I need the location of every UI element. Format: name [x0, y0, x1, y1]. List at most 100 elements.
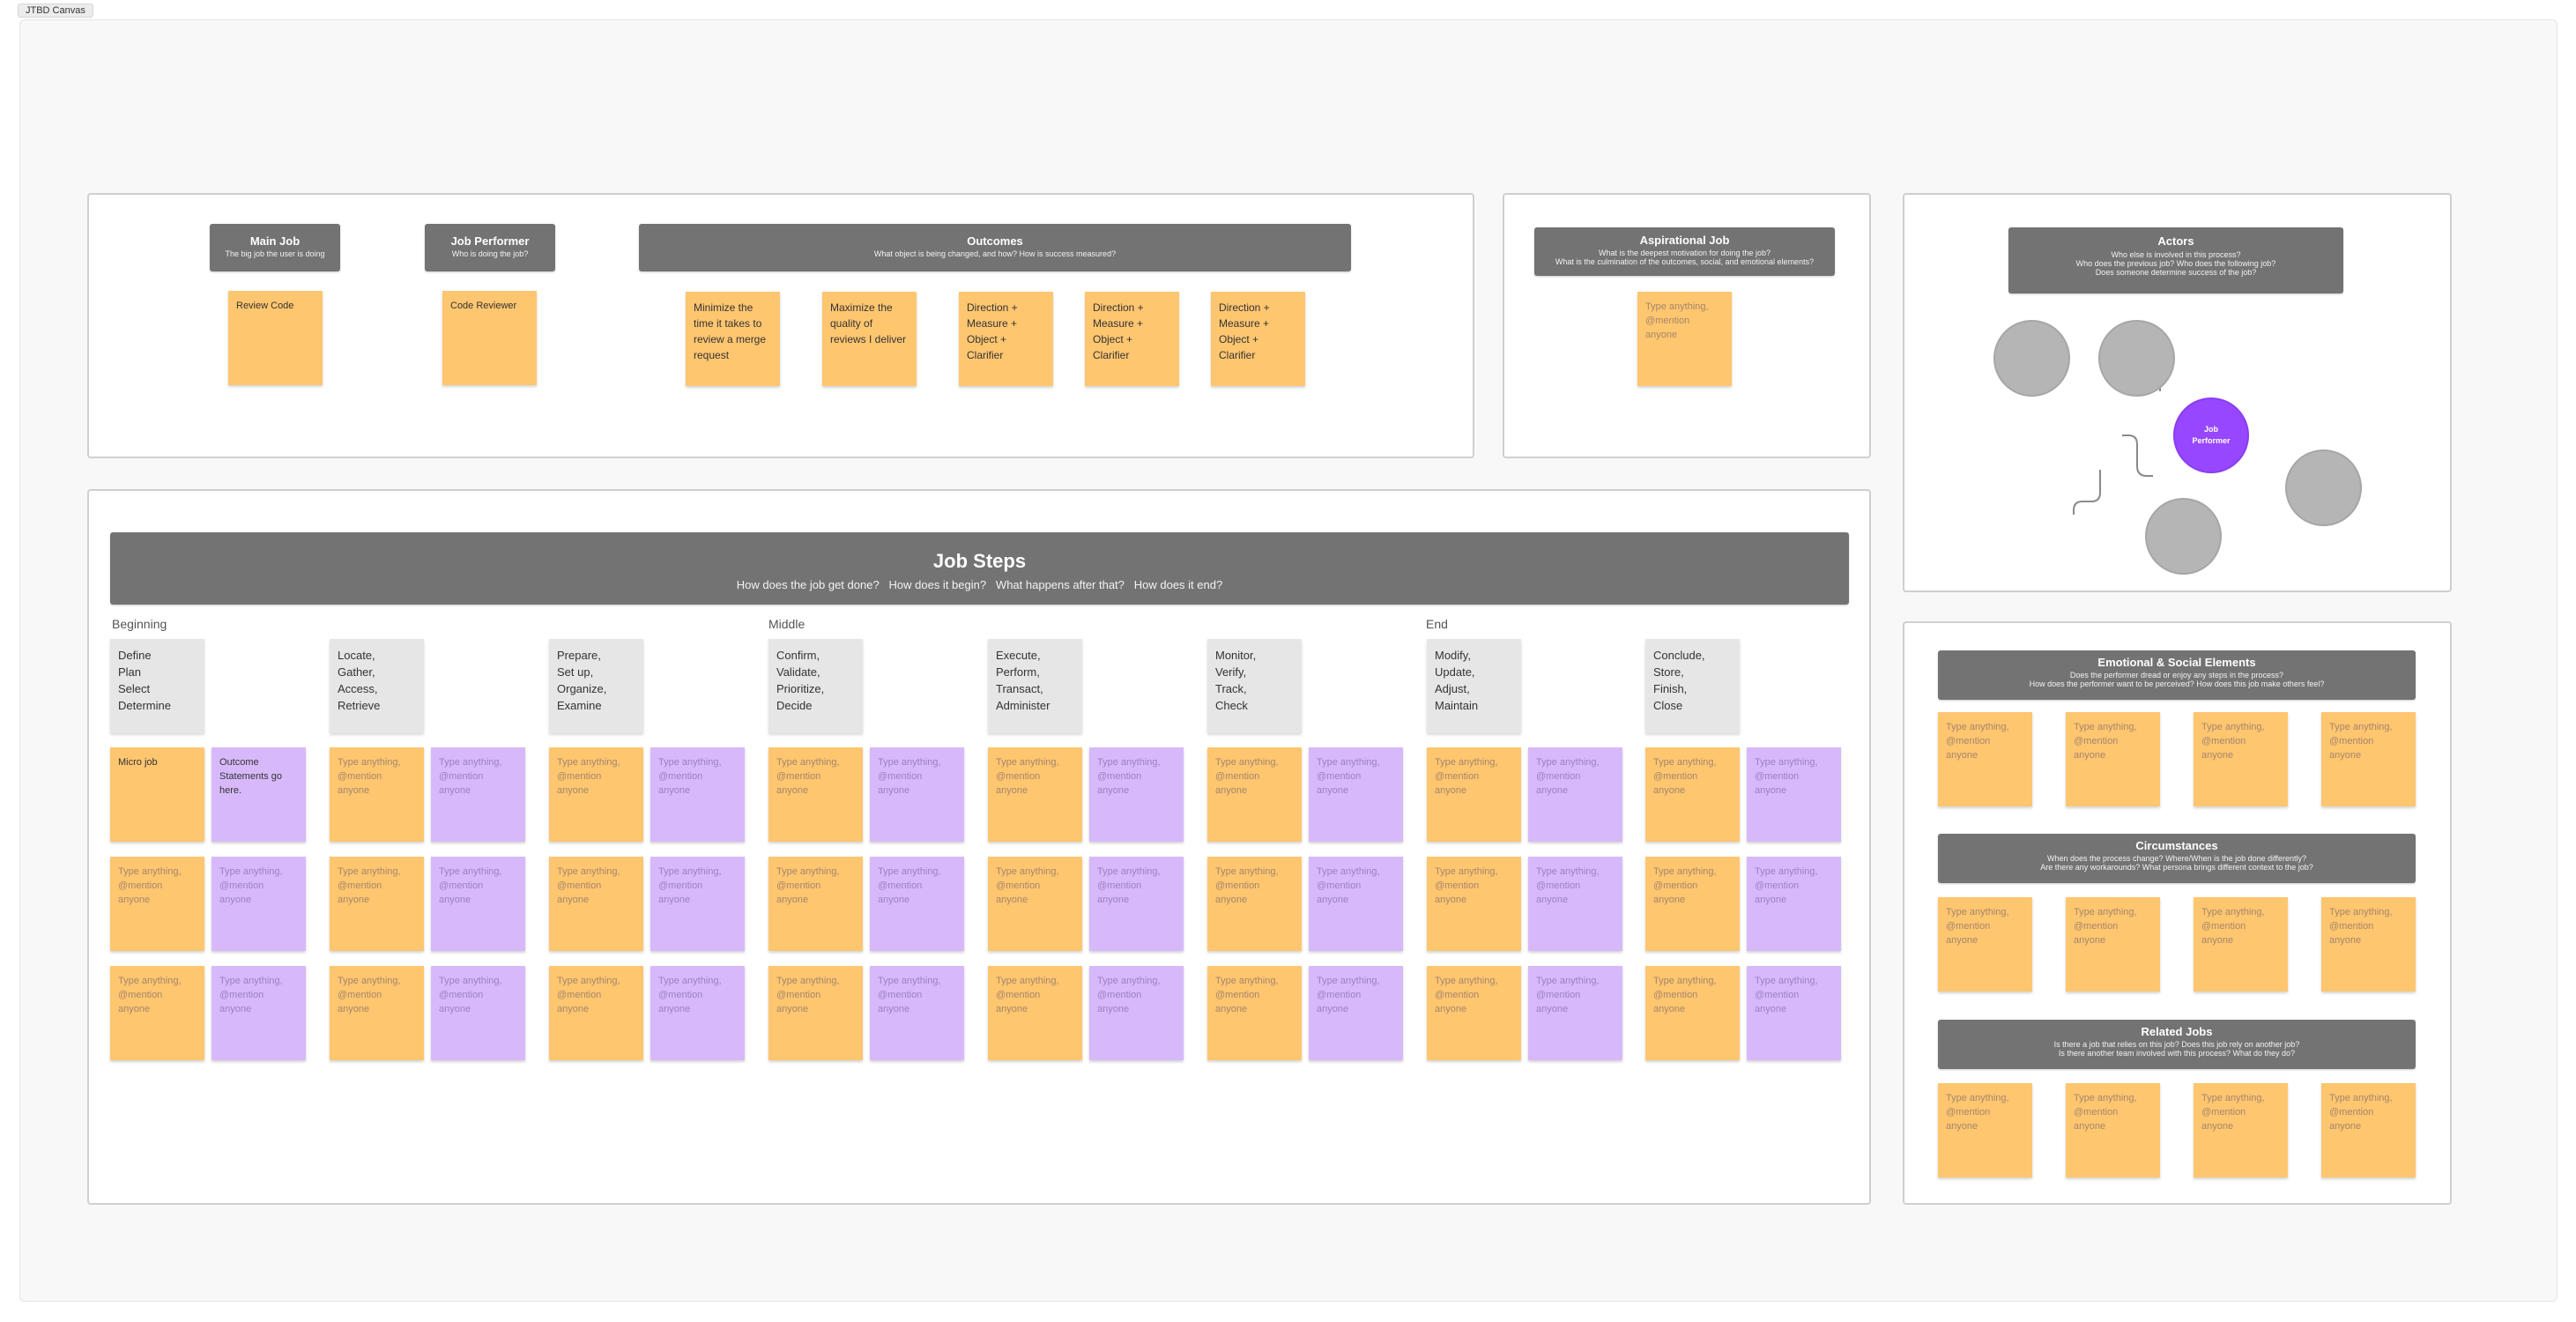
micro-job-sticky[interactable]: Type anything, @mention anyone — [768, 966, 863, 1060]
step-card-line: Close — [1653, 699, 1683, 712]
micro-job-sticky[interactable]: Type anything, @mention anyone — [1207, 857, 1302, 951]
outcome-statement-sticky[interactable]: Type anything, @mention anyone — [650, 857, 745, 951]
micro-job-sticky[interactable]: Type anything, @mention anyone — [1427, 966, 1521, 1060]
main-job-sticky[interactable]: Review Code — [228, 291, 323, 385]
placeholder-text: @mention anyone — [1435, 990, 1480, 1014]
job-performer-sticky[interactable]: Code Reviewer — [442, 291, 537, 385]
outcome-statement-sticky[interactable]: Type anything, @mention anyone — [1089, 747, 1184, 842]
actor-circle[interactable] — [1993, 320, 2070, 397]
placeholder-text: Type anything, — [658, 866, 722, 877]
micro-job-sticky[interactable]: Type anything, @mention anyone — [1645, 857, 1740, 951]
micro-job-sticky[interactable]: Type anything, @mention anyone — [1207, 747, 1302, 842]
emotional-sticky[interactable]: Type anything, @mention anyone — [2321, 712, 2416, 806]
placeholder-text: Type anything, — [996, 757, 1059, 768]
placeholder-text: @mention anyone — [1645, 316, 1690, 340]
outcome-statement-sticky[interactable]: Type anything, @mention anyone — [1309, 747, 1403, 842]
aspirational-header[interactable]: Aspirational Job What is the deepest mot… — [1534, 227, 1835, 276]
outcome-statement-sticky[interactable]: Type anything, @mention anyone — [1747, 747, 1841, 842]
micro-job-sticky[interactable]: Micro job — [110, 747, 204, 842]
outcome-statement-sticky[interactable]: Type anything, @mention anyone — [1089, 966, 1184, 1060]
emotional-sticky[interactable]: Type anything, @mention anyone — [2066, 712, 2160, 806]
job-steps-header[interactable]: Job Steps How does the job get done? How… — [110, 532, 1849, 605]
micro-job-sticky[interactable]: Type anything, @mention anyone — [110, 857, 204, 951]
related-job-sticky[interactable]: Type anything, @mention anyone — [2194, 1083, 2288, 1177]
outcome-statement-sticky[interactable]: Type anything, @mention anyone — [870, 857, 964, 951]
micro-job-sticky[interactable]: Type anything, @mention anyone — [988, 966, 1082, 1060]
outcome-statement-sticky[interactable]: Type anything, @mention anyone — [650, 747, 745, 842]
outcome-statement-sticky[interactable]: Outcome Statements go here. — [212, 747, 306, 842]
outcome-statement-sticky[interactable]: Type anything, @mention anyone — [1747, 966, 1841, 1060]
outcome-statement-sticky[interactable]: Type anything, @mention anyone — [870, 747, 964, 842]
actor-circle[interactable] — [2145, 498, 2222, 575]
step-card[interactable]: Monitor, Verify, Track, Check — [1207, 639, 1302, 733]
outcome-sticky[interactable]: Minimize the time it takes to review a m… — [686, 292, 780, 386]
circumstance-sticky[interactable]: Type anything, @mention anyone — [2066, 897, 2160, 992]
micro-job-sticky[interactable]: Type anything, @mention anyone — [330, 747, 424, 842]
outcome-statement-sticky[interactable]: Type anything, @mention anyone — [1528, 857, 1622, 951]
job-performer-node[interactable]: Job Performer — [2173, 397, 2249, 473]
outcome-statement-sticky[interactable]: Type anything, @mention anyone — [431, 747, 525, 842]
placeholder-text: @mention anyone — [878, 880, 923, 905]
step-card[interactable]: Confirm, Validate, Prioritize, Decide — [768, 639, 863, 733]
actor-circle[interactable] — [2285, 449, 2362, 526]
outcome-sticky[interactable]: Direction + Measure + Object + Clarifier — [959, 292, 1053, 386]
circumstance-sticky[interactable]: Type anything, @mention anyone — [2194, 897, 2288, 992]
outcome-statement-sticky[interactable]: Type anything, @mention anyone — [212, 857, 306, 951]
micro-job-sticky[interactable]: Type anything, @mention anyone — [330, 857, 424, 951]
outcome-sticky[interactable]: Maximize the quality of reviews I delive… — [822, 292, 917, 386]
micro-job-sticky[interactable]: Type anything, @mention anyone — [1207, 966, 1302, 1060]
circumstances-header[interactable]: Circumstances When does the process chan… — [1938, 834, 2416, 883]
micro-job-sticky[interactable]: Type anything, @mention anyone — [330, 966, 424, 1060]
outcome-sticky[interactable]: Direction + Measure + Object + Clarifier — [1085, 292, 1179, 386]
actors-header[interactable]: Actors Who else is involved in this proc… — [2008, 227, 2343, 293]
step-card[interactable]: Modify, Update, Adjust, Maintain — [1427, 639, 1521, 733]
related-job-sticky[interactable]: Type anything, @mention anyone — [1938, 1083, 2032, 1177]
micro-job-sticky[interactable]: Type anything, @mention anyone — [768, 857, 863, 951]
outcome-statement-sticky[interactable]: Type anything, @mention anyone — [870, 966, 964, 1060]
micro-job-sticky[interactable]: Type anything, @mention anyone — [549, 747, 643, 842]
job-performer-header[interactable]: Job Performer Who is doing the job? — [425, 224, 555, 271]
circumstance-sticky[interactable]: Type anything, @mention anyone — [1938, 897, 2032, 992]
outcome-statement-sticky[interactable]: Type anything, @mention anyone — [1528, 747, 1622, 842]
placeholder-text: Type anything, — [1755, 976, 1818, 986]
related-job-sticky[interactable]: Type anything, @mention anyone — [2321, 1083, 2416, 1177]
step-card[interactable]: Conclude, Store, Finish, Close — [1645, 639, 1740, 733]
main-job-header[interactable]: Main Job The big job the user is doing — [210, 224, 340, 271]
micro-job-sticky[interactable]: Type anything, @mention anyone — [1427, 857, 1521, 951]
related-jobs-header[interactable]: Related Jobs Is there a job that relies … — [1938, 1020, 2416, 1069]
sticky-text: Outcome Statements go here. — [219, 757, 282, 796]
outcome-statement-sticky[interactable]: Type anything, @mention anyone — [1528, 966, 1622, 1060]
step-card[interactable]: Define Plan Select Determine — [110, 639, 204, 733]
circumstance-sticky[interactable]: Type anything, @mention anyone — [2321, 897, 2416, 992]
step-card[interactable]: Locate, Gather, Access, Retrieve — [330, 639, 424, 733]
outcome-statement-sticky[interactable]: Type anything, @mention anyone — [431, 857, 525, 951]
canvas-tab[interactable]: JTBD Canvas — [18, 4, 93, 18]
micro-job-sticky[interactable]: Type anything, @mention anyone — [988, 857, 1082, 951]
outcomes-header[interactable]: Outcomes What object is being changed, a… — [639, 224, 1351, 271]
micro-job-sticky[interactable]: Type anything, @mention anyone — [1645, 747, 1740, 842]
step-card[interactable]: Prepare, Set up, Organize, Examine — [549, 639, 643, 733]
outcome-statement-sticky[interactable]: Type anything, @mention anyone — [650, 966, 745, 1060]
related-job-sticky[interactable]: Type anything, @mention anyone — [2066, 1083, 2160, 1177]
micro-job-sticky[interactable]: Type anything, @mention anyone — [768, 747, 863, 842]
aspirational-sticky[interactable]: Type anything, @mention anyone — [1637, 292, 1732, 386]
step-card[interactable]: Execute, Perform, Transact, Administer — [988, 639, 1082, 733]
emotional-header[interactable]: Emotional & Social Elements Does the per… — [1938, 650, 2416, 700]
micro-job-sticky[interactable]: Type anything, @mention anyone — [1427, 747, 1521, 842]
outcome-statement-sticky[interactable]: Type anything, @mention anyone — [1309, 966, 1403, 1060]
micro-job-sticky[interactable]: Type anything, @mention anyone — [110, 966, 204, 1060]
micro-job-sticky[interactable]: Type anything, @mention anyone — [549, 857, 643, 951]
actor-circle[interactable] — [2098, 320, 2175, 397]
emotional-sticky[interactable]: Type anything, @mention anyone — [1938, 712, 2032, 806]
outcome-statement-sticky[interactable]: Type anything, @mention anyone — [1309, 857, 1403, 951]
emotional-sticky[interactable]: Type anything, @mention anyone — [2194, 712, 2288, 806]
outcome-statement-sticky[interactable]: Type anything, @mention anyone — [1747, 857, 1841, 951]
micro-job-sticky[interactable]: Type anything, @mention anyone — [549, 966, 643, 1060]
outcome-statement-sticky[interactable]: Type anything, @mention anyone — [212, 966, 306, 1060]
aspirational-subtitle-2: What is the culmination of the outcomes,… — [1555, 257, 1815, 266]
outcome-statement-sticky[interactable]: Type anything, @mention anyone — [1089, 857, 1184, 951]
outcome-sticky[interactable]: Direction + Measure + Object + Clarifier — [1211, 292, 1305, 386]
micro-job-sticky[interactable]: Type anything, @mention anyone — [988, 747, 1082, 842]
outcome-statement-sticky[interactable]: Type anything, @mention anyone — [431, 966, 525, 1060]
micro-job-sticky[interactable]: Type anything, @mention anyone — [1645, 966, 1740, 1060]
